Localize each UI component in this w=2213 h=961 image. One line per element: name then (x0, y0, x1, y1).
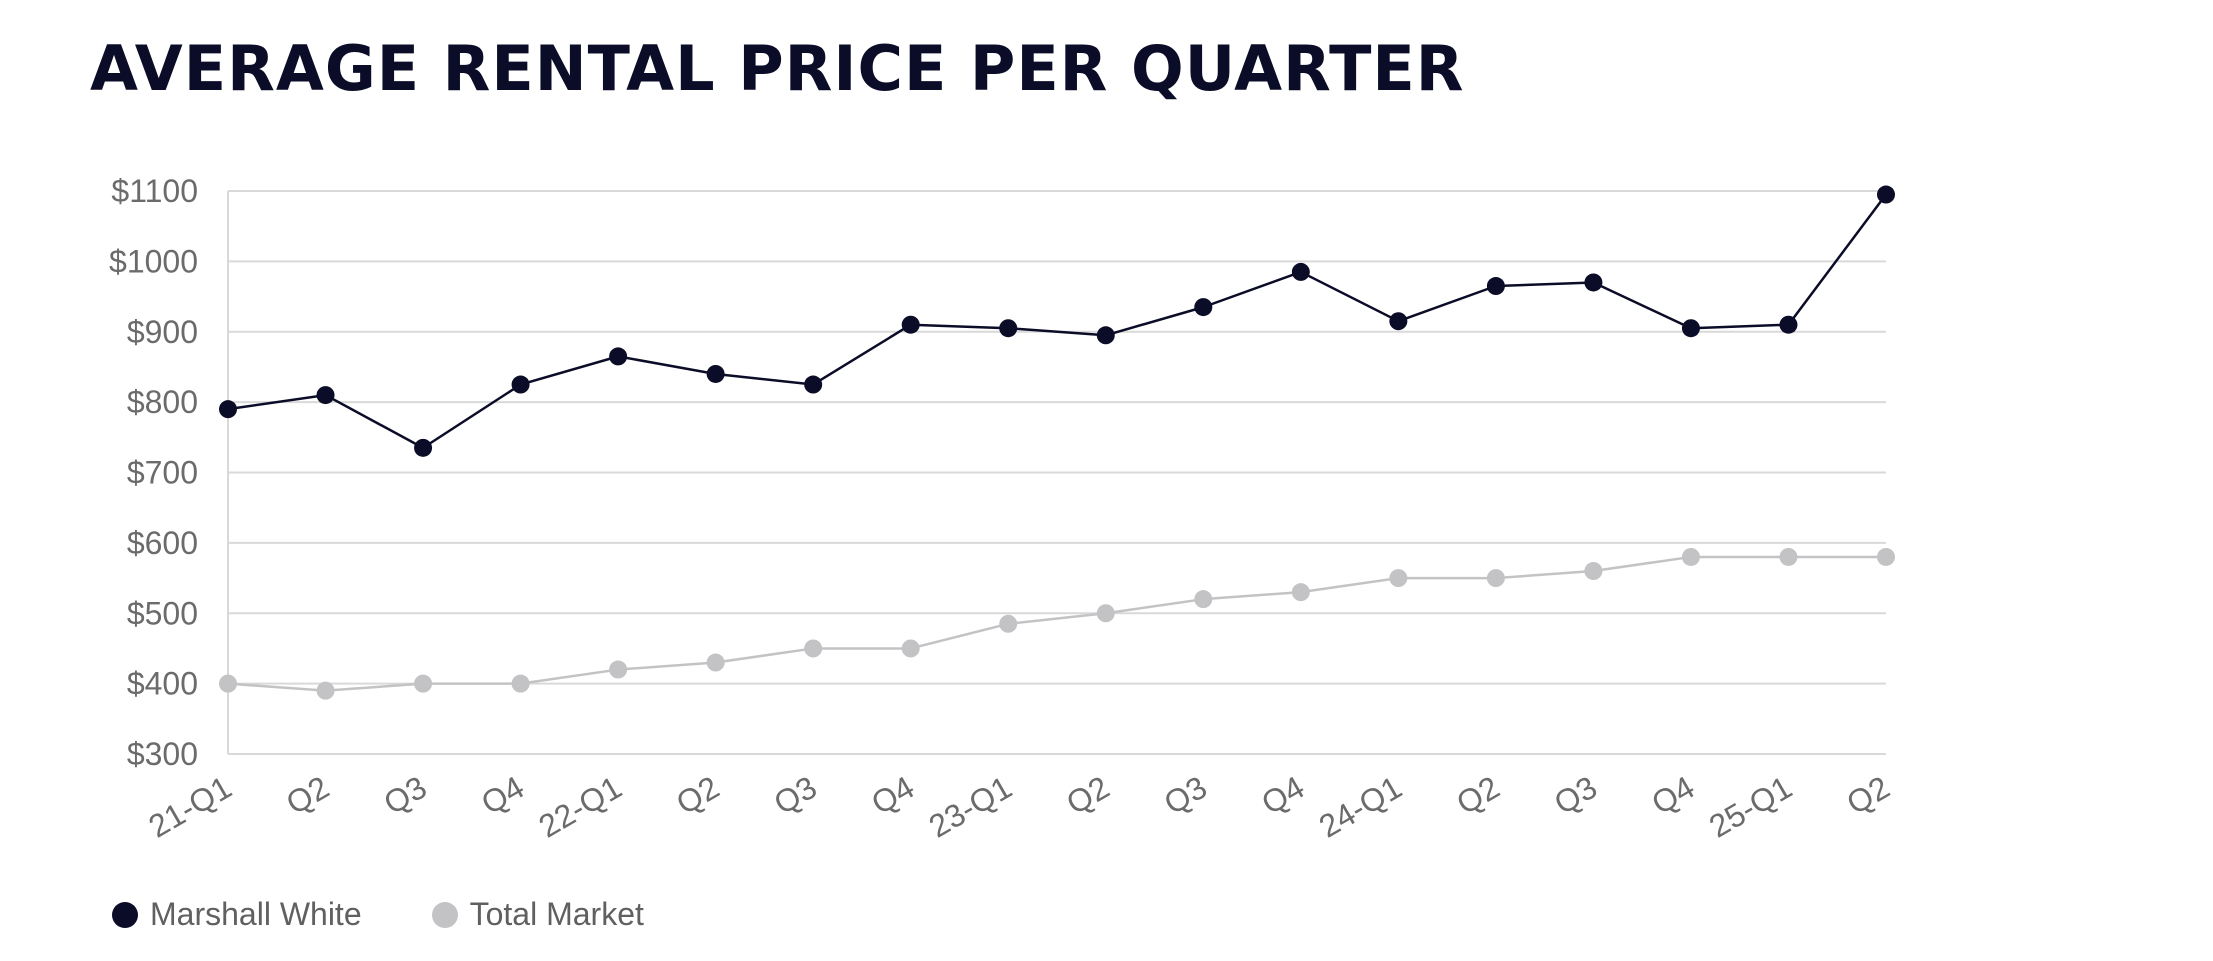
x-tick-label: Q2 (1450, 769, 1505, 822)
legend-marker-marshall-white (112, 901, 138, 928)
x-tick-label: Q3 (1548, 769, 1603, 822)
data-point-total-market[interactable] (1291, 583, 1310, 602)
y-tick-label: $400 (127, 666, 198, 702)
data-point-marshall-white[interactable] (1486, 277, 1505, 296)
data-point-marshall-white[interactable] (1877, 185, 1895, 204)
legend-label-total-market: Total Market (469, 896, 644, 932)
x-tick-label: Q4 (475, 769, 530, 822)
series-total-market (219, 547, 1895, 700)
data-point-marshall-white[interactable] (1194, 298, 1213, 317)
data-point-marshall-white[interactable] (219, 400, 237, 419)
x-tick-label: Q4 (1255, 769, 1310, 822)
x-tick-label: Q2 (670, 769, 725, 822)
y-axis-tick-labels: $300 $400 $500 $600 $700 $800 $900 $1000 $1100 (109, 173, 198, 772)
grid-lines (227, 190, 1886, 755)
y-tick-label: $600 (127, 525, 198, 561)
data-point-marshall-white[interactable] (1779, 315, 1798, 334)
data-point-marshall-white[interactable] (1389, 312, 1408, 331)
legend: Marshall White Total Market (112, 896, 714, 933)
x-tick-label: 24-Q1 (1313, 769, 1408, 845)
legend-item-marshall-white[interactable]: Marshall White (112, 896, 362, 933)
y-tick-label: $1100 (111, 173, 198, 209)
data-point-marshall-white[interactable] (1096, 326, 1115, 345)
legend-marker-total-market (431, 901, 458, 928)
y-tick-label: $300 (127, 736, 198, 772)
data-point-total-market[interactable] (901, 639, 920, 658)
y-tick-label: $700 (127, 455, 198, 491)
data-point-total-market[interactable] (804, 639, 823, 658)
data-point-total-market[interactable] (1877, 547, 1895, 566)
data-point-total-market[interactable] (1389, 569, 1408, 588)
data-point-marshall-white[interactable] (804, 375, 823, 394)
data-point-marshall-white[interactable] (1291, 262, 1310, 281)
data-point-total-market[interactable] (219, 674, 237, 693)
y-tick-label: $800 (127, 384, 198, 420)
chart-title: AVERAGE RENTAL PRICE PER QUARTER (90, 32, 1465, 105)
x-tick-label: Q4 (1645, 769, 1700, 822)
x-tick-label: 22-Q1 (533, 769, 628, 845)
x-tick-label: Q2 (1060, 769, 1115, 822)
data-point-total-market[interactable] (511, 674, 530, 693)
x-axis-tick-labels: 21-Q1 Q2 Q3 Q4 22-Q1 Q2 Q3 Q4 23-Q1 Q2 Q3 Q4 24-Q1 Q2… (142, 769, 1895, 845)
data-point-marshall-white[interactable] (901, 315, 920, 334)
data-point-total-market[interactable] (1584, 562, 1603, 581)
data-point-total-market[interactable] (1779, 547, 1798, 566)
y-tick-label: $1000 (109, 243, 198, 279)
x-tick-label: Q2 (1841, 769, 1896, 822)
y-tick-label: $500 (127, 595, 198, 631)
y-tick-label: $900 (127, 314, 198, 350)
data-point-marshall-white[interactable] (609, 347, 628, 366)
x-tick-label: 23-Q1 (923, 769, 1018, 845)
series-marshall-white (219, 185, 1895, 457)
data-point-total-market[interactable] (1486, 569, 1505, 588)
data-point-total-market[interactable] (414, 674, 433, 693)
data-point-marshall-white[interactable] (1681, 319, 1700, 338)
data-point-total-market[interactable] (706, 653, 725, 672)
data-point-marshall-white[interactable] (999, 319, 1018, 338)
x-tick-label: Q3 (768, 769, 823, 822)
legend-item-total-market[interactable]: Total Market (431, 896, 644, 933)
x-tick-label: 25-Q1 (1703, 769, 1798, 845)
series-layer (219, 185, 1895, 700)
x-tick-label: Q2 (280, 769, 335, 822)
data-point-total-market[interactable] (316, 681, 335, 700)
x-tick-label: 21-Q1 (142, 769, 237, 845)
data-point-total-market[interactable] (1096, 604, 1115, 623)
series-line-marshall-white (227, 193, 1888, 450)
data-point-total-market[interactable] (609, 660, 628, 679)
x-tick-label: Q4 (865, 769, 920, 822)
data-point-marshall-white[interactable] (706, 364, 725, 383)
x-tick-label: Q3 (1158, 769, 1213, 822)
data-point-total-market[interactable] (1681, 547, 1700, 566)
x-tick-label: Q3 (378, 769, 433, 822)
data-point-marshall-white[interactable] (1584, 273, 1603, 292)
data-point-marshall-white[interactable] (511, 375, 530, 394)
data-point-total-market[interactable] (1194, 590, 1213, 609)
series-line-total-market (227, 555, 1886, 692)
data-point-marshall-white[interactable] (414, 438, 433, 457)
legend-label-marshall-white: Marshall White (150, 896, 362, 932)
data-point-marshall-white[interactable] (316, 386, 335, 405)
data-point-total-market[interactable] (999, 614, 1018, 633)
